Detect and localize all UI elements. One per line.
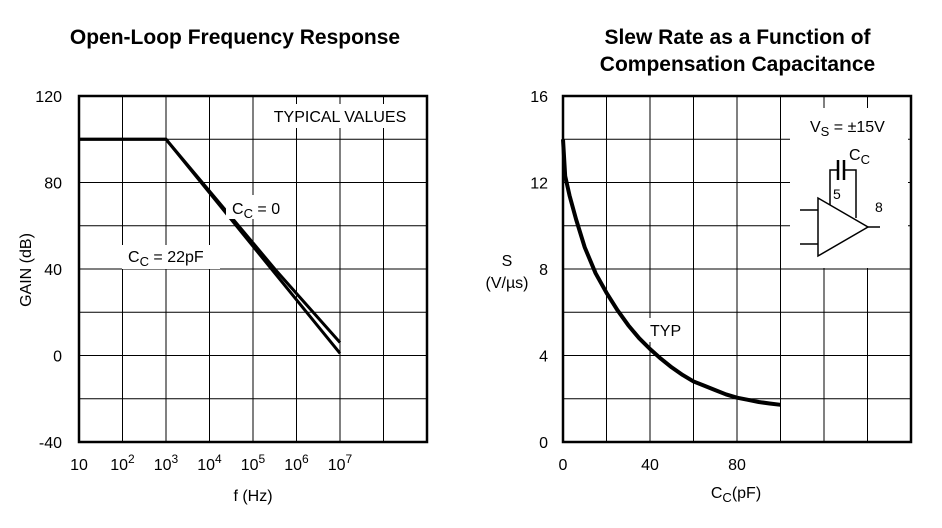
left-y-tick-label: 0	[53, 349, 62, 366]
left-x-tick-label: 104	[197, 452, 222, 474]
right-x-tick-label: 40	[641, 457, 659, 474]
right-y-tick-labels: 16 12 8 4 0	[530, 89, 548, 452]
pin-8-label: 8	[875, 199, 883, 215]
left-x-tick-labels: 10 102 103 104 105 106 107	[70, 452, 352, 474]
right-y-tick-label: 12	[530, 176, 548, 193]
y-label-bg	[475, 250, 535, 298]
cc-wire-left	[829, 169, 838, 205]
right-plot-frame	[561, 94, 913, 444]
cc-label: CC	[849, 147, 870, 167]
right-x-axis-label: CC(pF)	[711, 485, 761, 505]
annotation-bg	[262, 104, 422, 128]
right-y-axis-label-unit: (V/µs)	[486, 275, 529, 292]
left-x-axis-label: f (Hz)	[233, 488, 272, 505]
series-label-cc22: CC = 22pF	[128, 249, 204, 269]
right-series	[561, 139, 781, 407]
left-x-tick-label: 102	[110, 452, 135, 474]
series-label-cc0: CC = 0	[232, 201, 280, 221]
annotation-typ: TYP	[650, 323, 681, 340]
left-y-tick-label: 120	[35, 89, 62, 106]
left-y-tick-label: -40	[39, 435, 62, 452]
cc-wire-right	[844, 169, 857, 218]
label-bg-cc0	[226, 195, 296, 219]
left-x-tick-label: 10	[70, 457, 88, 474]
series-line-cc22	[79, 137, 342, 355]
inset-bg	[790, 108, 908, 268]
pin-5-label: 5	[833, 186, 841, 202]
left-x-tick-label: 107	[328, 452, 353, 474]
right-x-tick-label: 0	[559, 457, 568, 474]
right-y-tick-label: 0	[539, 435, 548, 452]
left-x-tick-label: 105	[241, 452, 266, 474]
left-series	[79, 137, 342, 355]
left-y-axis-label: GAIN (dB)	[18, 233, 35, 307]
left-y-tick-label: 80	[44, 176, 62, 193]
right-y-tick-label: 8	[539, 262, 548, 279]
right-y-tick-label: 4	[539, 349, 548, 366]
chart-title-right: Slew Rate as a Function of Compensation …	[599, 26, 876, 76]
op-amp-schematic	[800, 160, 880, 258]
left-plot-frame	[77, 94, 429, 444]
right-x-tick-labels: 0 40 80	[559, 457, 746, 474]
chart-title-left: Open-Loop Frequency Response	[69, 26, 401, 49]
op-amp-triangle	[817, 196, 870, 258]
left-x-tick-label: 106	[284, 452, 309, 474]
right-y-axis-label-s: S	[502, 253, 513, 270]
right-x-tick-label: 80	[728, 457, 746, 474]
right-y-tick-label: 16	[530, 89, 548, 106]
typ-label-bg	[646, 318, 690, 342]
label-bg-cc22	[122, 245, 220, 269]
left-x-tick-label: 103	[154, 452, 179, 474]
vs-label: VS = ±15V	[810, 119, 885, 139]
left-y-tick-labels: 120 80 40 0 -40	[35, 89, 62, 452]
annotation-typical-values: TYPICAL VALUES	[274, 109, 407, 126]
left-y-tick-label: 40	[44, 262, 62, 279]
series-line-typ	[561, 139, 781, 407]
left-grid	[79, 96, 427, 442]
